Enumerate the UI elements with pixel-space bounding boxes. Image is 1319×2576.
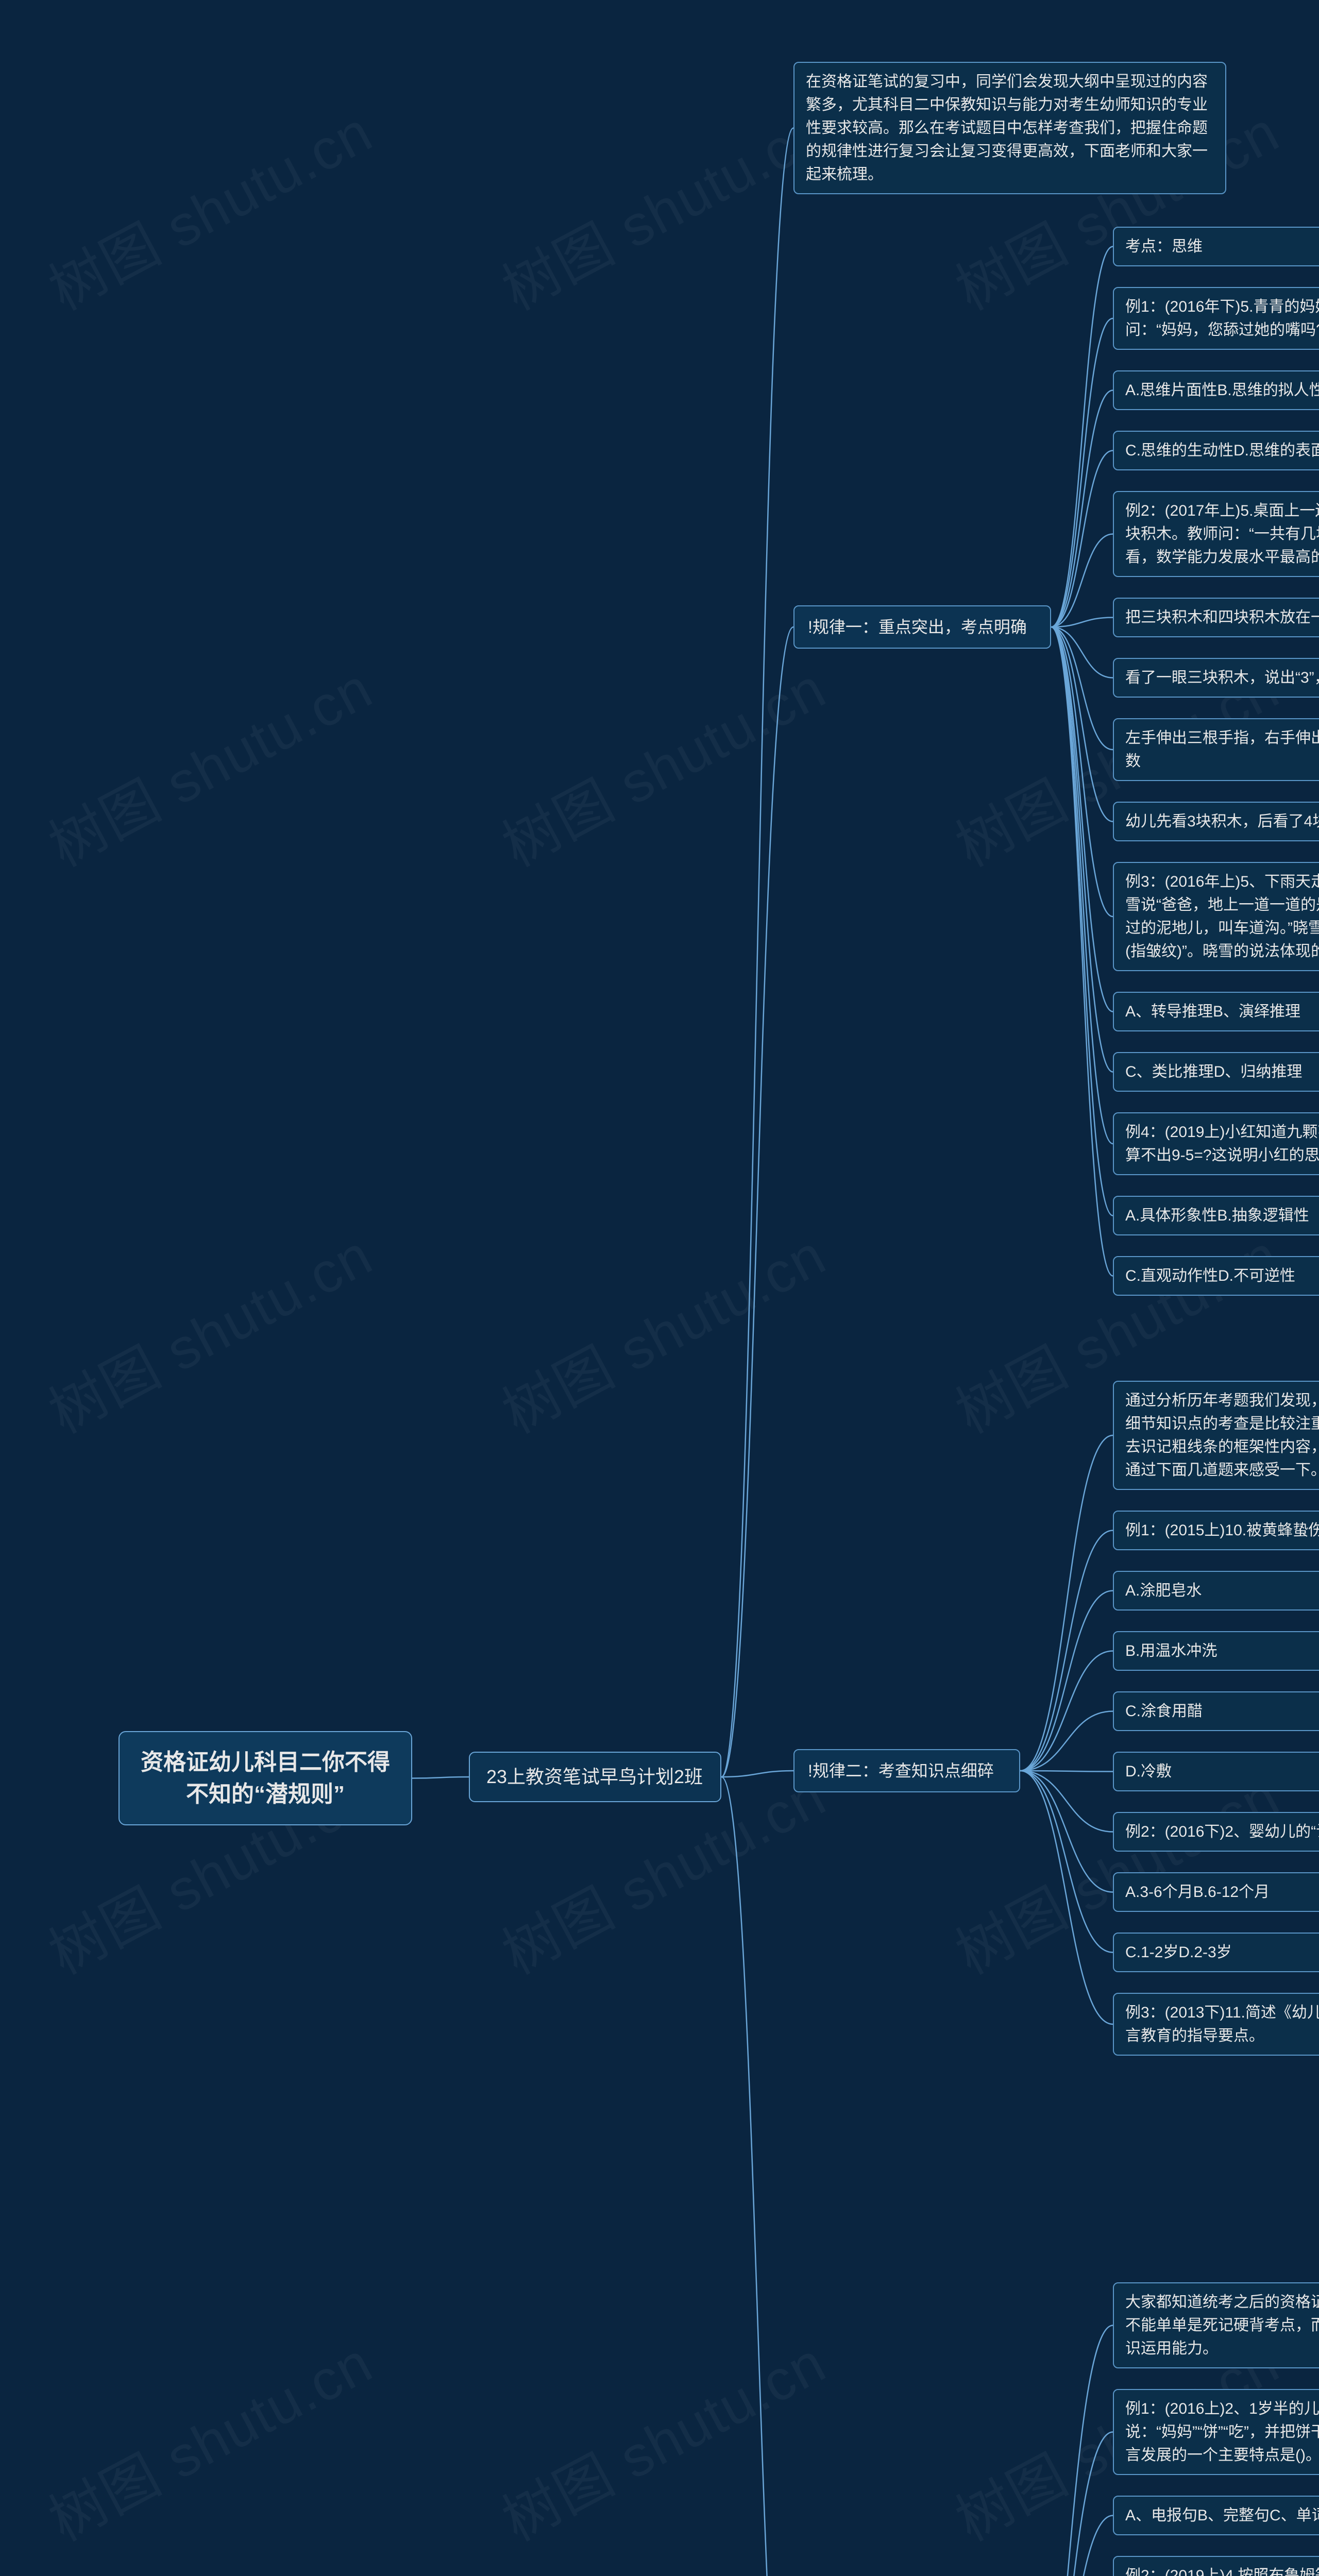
rule1-leaf-8: 幼儿先看3块积木，后看了4块积木，暂停一下，说7块	[1113, 802, 1319, 841]
rule1-leaf-6: 看了一眼三块积木，说出“3”，暂停一下，接着数“4.5.6.7”	[1113, 658, 1319, 698]
rule1-leaf-11: C、类比推理D、归纳推理	[1113, 1052, 1319, 1092]
rule1-leaf-13: A.具体形象性B.抽象逻辑性	[1113, 1196, 1319, 1235]
intro-leaf: 在资格证笔试的复习中，同学们会发现大纲中呈现过的内容繁多，尤其科目二中保教知识与…	[793, 62, 1226, 194]
rule-node-rule1: !规律一：重点突出，考点明确	[793, 605, 1051, 649]
rule1-leaf-9: 例3：(2016年上)5、下雨天走在被车轮碾过的泥泞路上，晓雪说“爸爸，地上一道…	[1113, 862, 1319, 971]
rule1-leaf-10: A、转导推理B、演绎推理	[1113, 992, 1319, 1031]
rule3-leaf-2: A、电报句B、完整句C、单词句D、简单句	[1113, 2496, 1319, 2535]
rule2-leaf-5: D.冷敷	[1113, 1752, 1319, 1791]
rule1-leaf-0: 考点：思维	[1113, 227, 1319, 266]
rule1-leaf-3: C.思维的生动性D.思维的表面性	[1113, 431, 1319, 470]
rule2-leaf-0: 通过分析历年考题我们发现，在保教知识与能力的考查中对细节知识点的考查是比较注重的…	[1113, 1381, 1319, 1490]
rule2-leaf-7: A.3-6个月B.6-12个月	[1113, 1872, 1319, 1912]
rule2-leaf-2: A.涂肥皂水	[1113, 1571, 1319, 1611]
rule1-leaf-7: 左手伸出三根手指，右手伸出四根手指，然后掰手指数出总数	[1113, 718, 1319, 781]
rule2-leaf-1: 例1：(2015上)10.被黄蜂蛰伤后，正确的处理方法是()。	[1113, 1511, 1319, 1550]
rule2-leaf-6: 例2：(2016下)2、婴幼儿的“认生”现象通常出现在()。	[1113, 1812, 1319, 1852]
rule1-leaf-5: 把三块积木和四块积木放在一起，然后一个一个点数	[1113, 598, 1319, 637]
rule2-leaf-8: C.1-2岁D.2-3岁	[1113, 1933, 1319, 1972]
branch-node: 23上教资笔试早鸟计划2班	[469, 1752, 721, 1802]
rule-node-rule2: !规律二：考查知识点细碎	[793, 1749, 1020, 1792]
rule1-leaf-12: 例4：(2019上)小红知道九颗花生吃掉五颗，还剩四颗，却算不出9-5=?这说明…	[1113, 1112, 1319, 1175]
rule3-leaf-3: 例2：(2019上)4.按照布鲁姆等人教育目标分类的观点了解青蛙的生长发育过程属…	[1113, 2556, 1319, 2576]
rule1-leaf-4: 例2：(2017年上)5.桌面上一边摆了三块积木，另一边摆了四块积木。教师问：“…	[1113, 491, 1319, 577]
rule1-leaf-1: 例1：(2016年下)5.青青的妈妈说：“那小孩嘴真甜!”青青问：“妈妈，您舔过…	[1113, 287, 1319, 350]
root-node: 资格证幼儿科目二你不得 不知的“潜规则”	[119, 1731, 412, 1825]
rule1-leaf-14: C.直观动作性D.不可逆性	[1113, 1256, 1319, 1296]
rule2-leaf-4: C.涂食用醋	[1113, 1691, 1319, 1731]
rule3-leaf-0: 大家都知道统考之后的资格证考题更加“活”这就表现出我们不能单单是死记硬背考点，而…	[1113, 2282, 1319, 2368]
rule3-leaf-1: 例1：(2016上)2、1岁半的儿童想给妈妈吃饼干时，会说：“妈妈”“饼”“吃”…	[1113, 2389, 1319, 2475]
rule1-leaf-2: A.思维片面性B.思维的拟人性	[1113, 370, 1319, 410]
rule2-leaf-9: 例3：(2013下)11.简述《幼儿园教育指导纲要(试行)》中语言教育的指导要点…	[1113, 1993, 1319, 2056]
rule2-leaf-3: B.用温水冲洗	[1113, 1631, 1319, 1671]
